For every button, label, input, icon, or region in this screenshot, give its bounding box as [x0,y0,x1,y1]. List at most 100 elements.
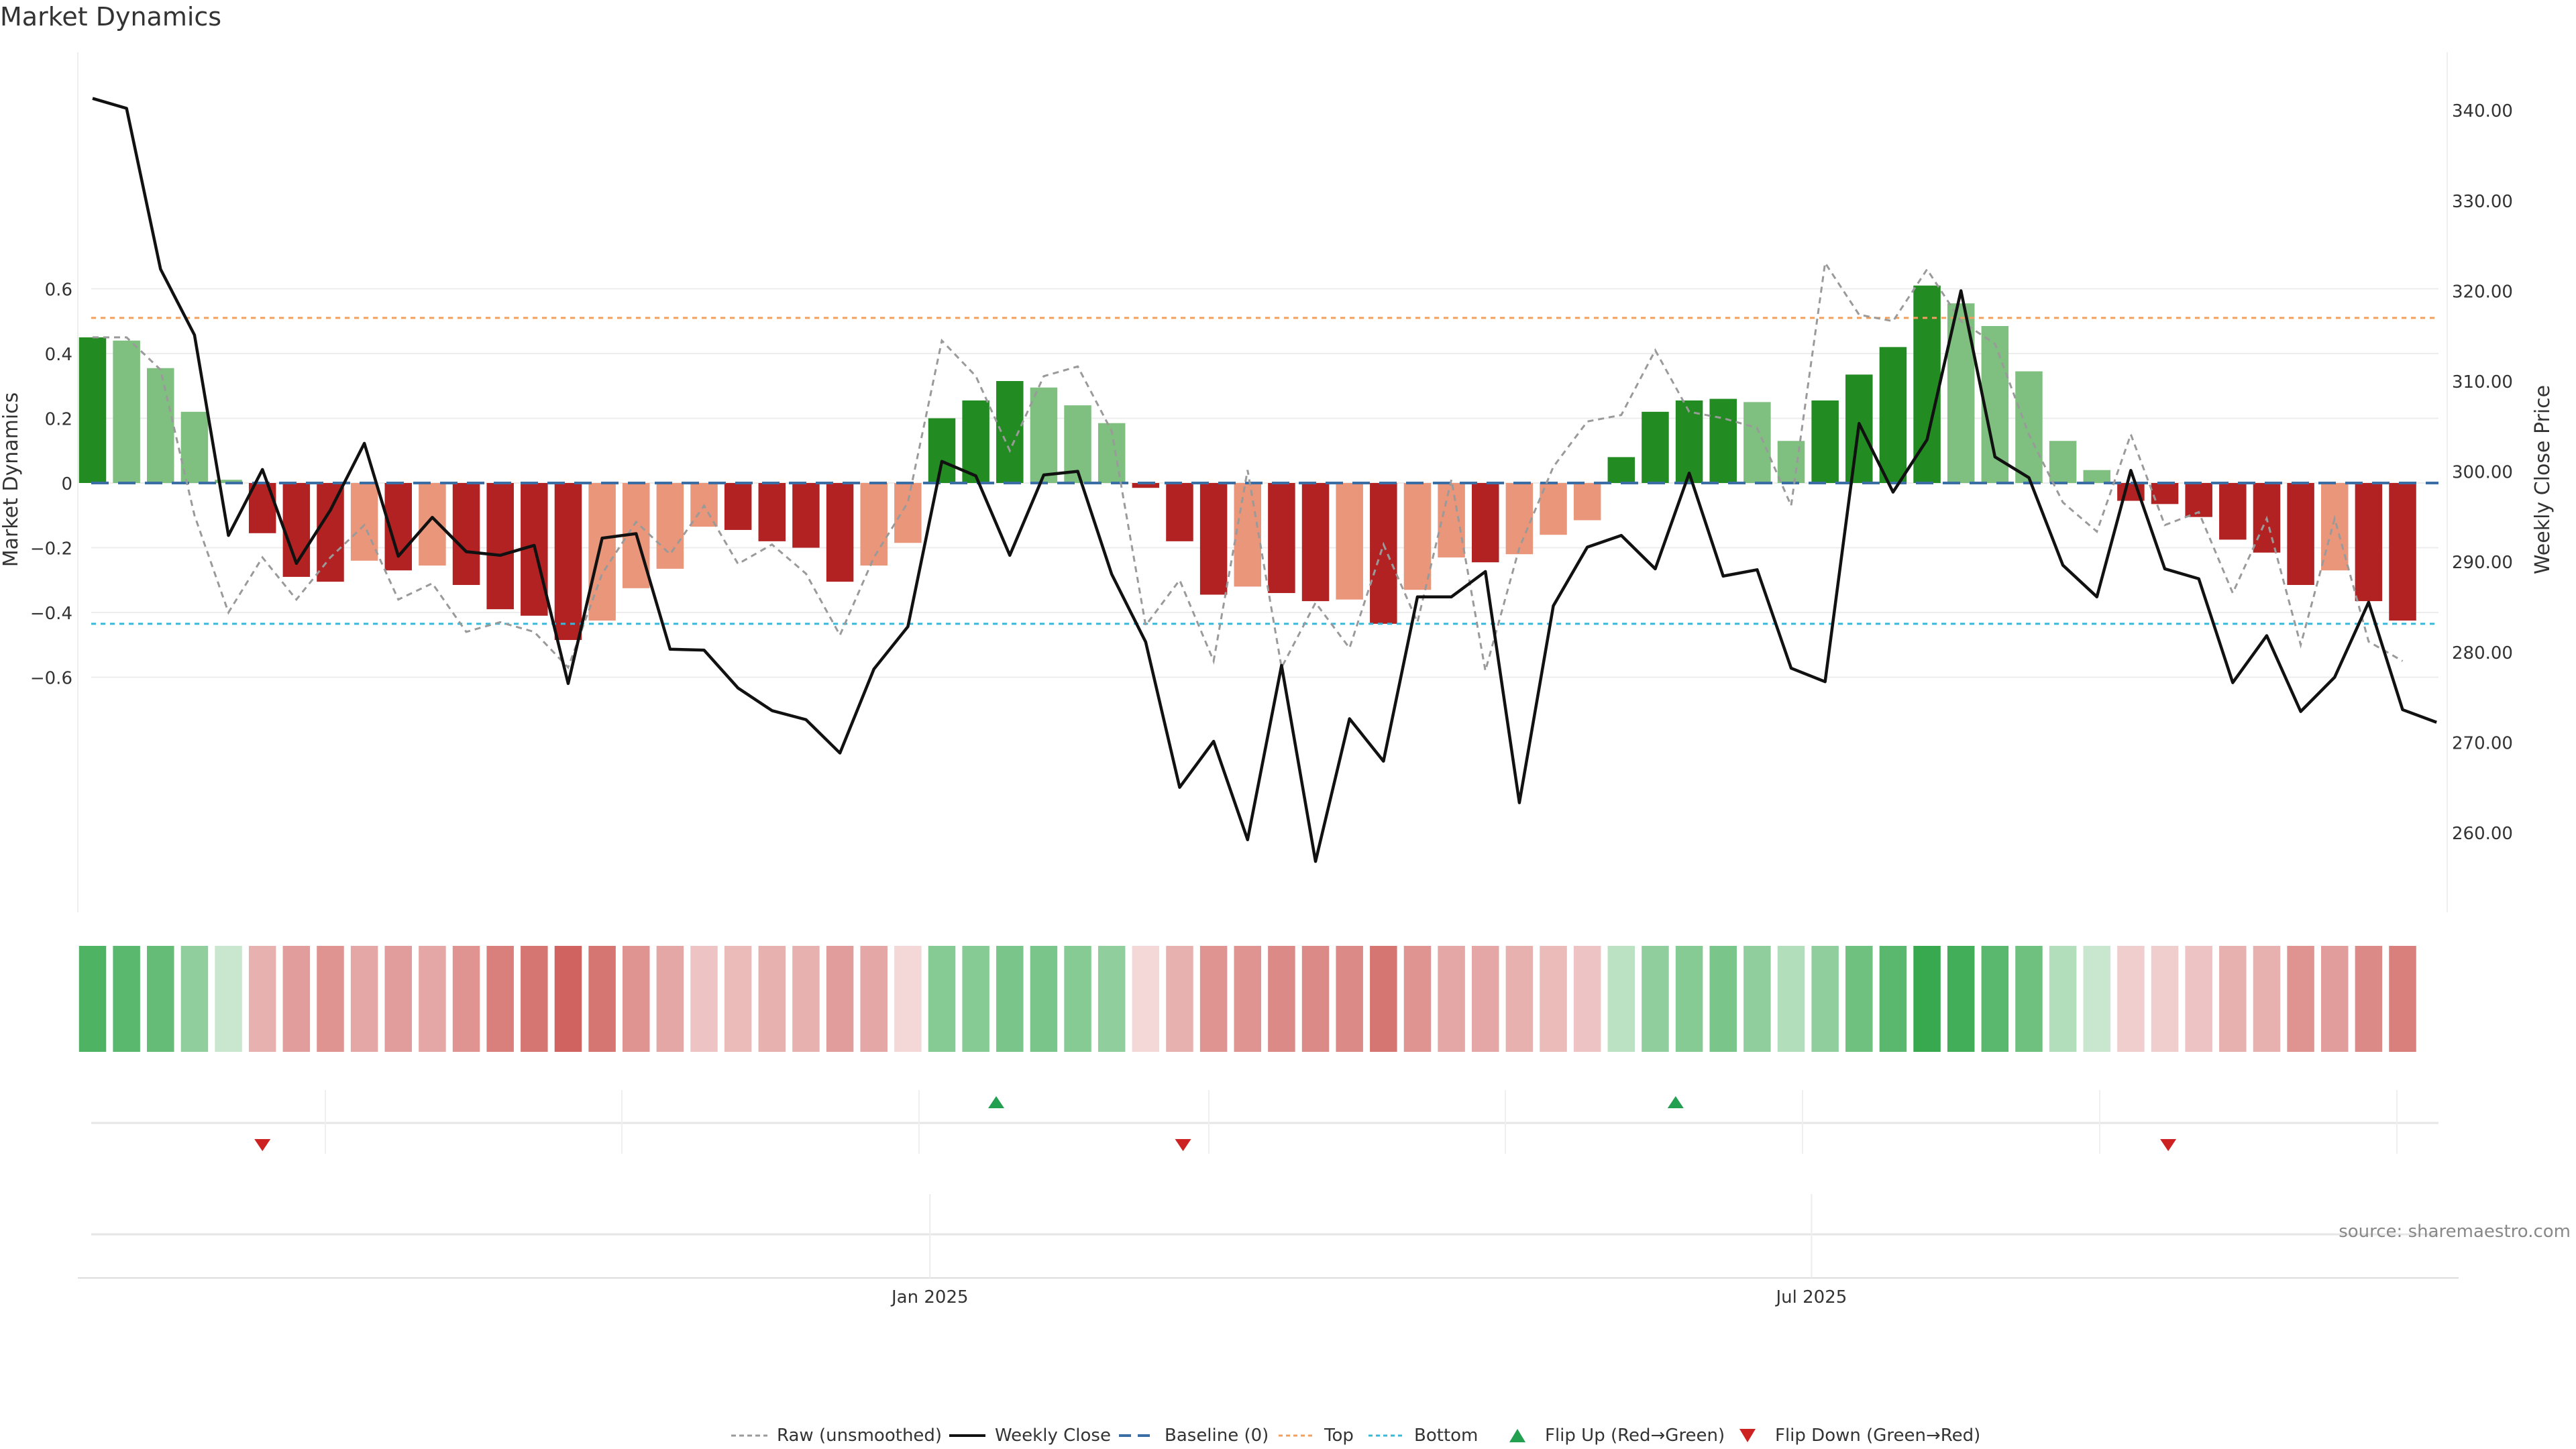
bar-67 [2355,483,2383,602]
strip-cell-54 [1913,946,1941,1052]
strip-cell-42 [1505,946,1534,1052]
strip-cell-32 [1166,946,1193,1052]
bar-51 [1811,400,1839,483]
bar-3 [180,411,209,483]
strip-cell-19 [724,946,752,1052]
strip-cell-13 [521,946,548,1052]
bar-1 [113,340,140,483]
right-tick-label-0: 260.00 [2452,824,2513,844]
strip-cell-9 [384,946,413,1052]
legend-label-flipup: Flip Up (Red→Green) [1545,1426,1725,1446]
bar-14 [554,483,582,641]
bar-24 [894,483,922,543]
left-tick-label-0: −0.6 [30,669,72,689]
series-lines [92,97,2437,863]
strip-cell-5 [248,946,276,1052]
strip-cell-51 [1811,946,1839,1052]
market-dynamics-bars [78,285,2416,641]
bar-42 [1505,483,1534,555]
strip-cell-68 [2389,946,2416,1052]
bar-31 [1132,483,1160,488]
bar-7 [317,483,344,582]
strip-cell-48 [1709,946,1737,1052]
strip-cell-57 [2015,946,2043,1052]
flip-up-marker-3 [1667,1096,1684,1108]
strip-cell-35 [1268,946,1295,1052]
strip-cell-2 [147,946,174,1052]
strip-cell-50 [1777,946,1805,1052]
strip-cell-23 [860,946,888,1052]
right-axis-label: Weekly Close Price [2531,385,2555,574]
strip-cell-63 [2219,946,2247,1052]
legend-label-baseline: Baseline (0) [1165,1426,1269,1446]
strip-cell-60 [2117,946,2145,1052]
bar-50 [1777,441,1805,483]
intensity-strip [78,946,2416,1052]
bar-63 [2219,483,2247,540]
strip-cell-33 [1199,946,1228,1052]
bar-4 [215,480,242,483]
x-tick-label-1: Jul 2025 [1774,1287,1847,1307]
bar-46 [1642,411,1669,483]
right-tick-label-5: 310.00 [2452,372,2513,392]
strip-cell-66 [2320,946,2349,1052]
strip-cell-39 [1403,946,1432,1052]
bar-65 [2287,483,2314,585]
left-tick-label-4: 0.2 [45,410,72,430]
strip-cell-15 [588,946,616,1052]
right-tick-label-6: 320.00 [2452,282,2513,302]
bar-35 [1268,483,1295,594]
right-tick-label-1: 270.00 [2452,733,2513,753]
bar-8 [350,483,378,561]
strip-cell-21 [792,946,820,1052]
strip-cell-40 [1438,946,1465,1052]
left-axis-label: Market Dynamics [0,392,23,568]
left-tick-label-2: −0.2 [30,539,72,559]
strip-cell-10 [419,946,446,1052]
strip-cell-34 [1234,946,1262,1052]
strip-cell-37 [1336,946,1363,1052]
source-note: source: sharemaestro.com [2339,1222,2571,1242]
bar-11 [452,483,480,585]
strip-cell-22 [826,946,854,1052]
bar-28 [1030,387,1058,483]
strip-cell-62 [2185,946,2212,1052]
x-axis-ticks: Jan 2025 Jul 2025 [890,1194,1847,1307]
bar-21 [792,483,820,548]
bar-17 [656,483,684,569]
bar-39 [1403,483,1432,590]
bar-23 [860,483,888,566]
strip-cell-65 [2287,946,2314,1052]
bar-57 [2015,371,2043,483]
weekly-close-line [92,97,2437,863]
strip-cell-17 [656,946,684,1052]
strip-cell-56 [1981,946,2009,1052]
bar-34 [1234,483,1262,587]
bar-68 [2389,483,2416,621]
strip-cell-36 [1301,946,1330,1052]
strip-cell-64 [2253,946,2281,1052]
right-tick-label-3: 290.00 [2452,553,2513,573]
x-tick-label-0: Jan 2025 [890,1287,969,1307]
bar-53 [1879,347,1907,483]
legend-swatch-flip-down [1739,1429,1756,1442]
strip-cell-43 [1540,946,1567,1052]
chart-title: Market Dynamics [0,2,221,32]
strip-cell-8 [350,946,378,1052]
bar-25 [928,418,956,483]
strip-cell-44 [1573,946,1601,1052]
strip-cell-28 [1030,946,1058,1052]
flip-down-marker-2 [1175,1139,1191,1151]
bar-32 [1166,483,1193,541]
left-tick-label-3: 0 [61,474,72,494]
strip-cell-30 [1097,946,1126,1052]
legend: Raw (unsmoothed) Weekly Close Baseline (0)… [731,1426,1980,1446]
bar-12 [486,483,514,610]
bar-2 [147,368,174,483]
strip-cell-55 [1947,946,1975,1052]
strip-cell-4 [215,946,242,1052]
reference-lines [91,317,2438,625]
right-axis: 260.00 270.00 280.00 290.00 300.00 310.00 320.… [2447,52,2513,912]
